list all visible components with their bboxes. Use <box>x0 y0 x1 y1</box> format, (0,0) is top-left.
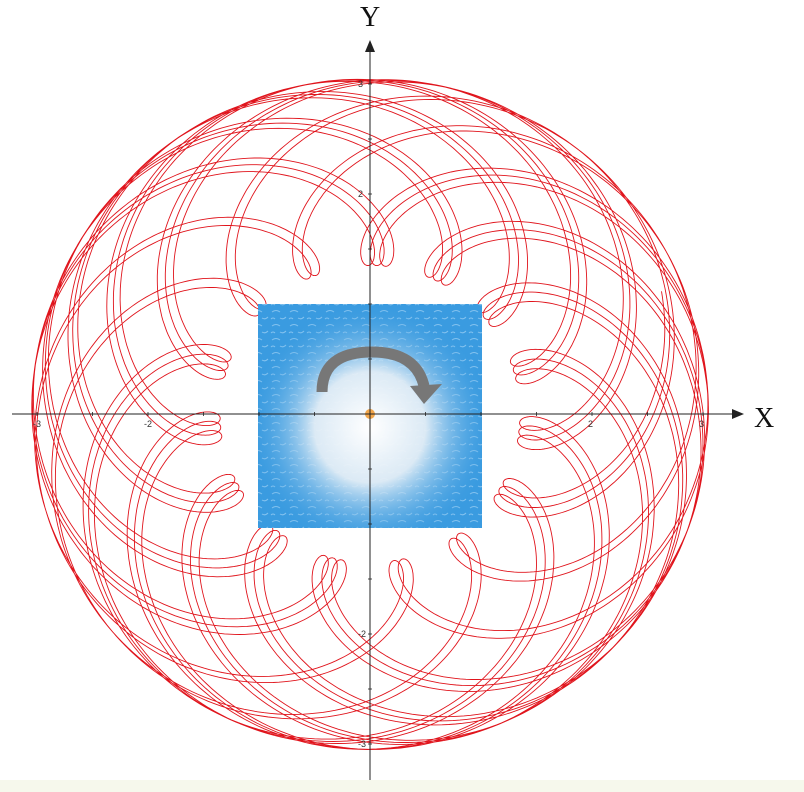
y-tick-label: 2 <box>358 189 363 199</box>
rotate-arrow-icon <box>316 346 442 404</box>
axis-ticks <box>36 83 704 745</box>
x-tick-label: -2 <box>144 419 152 429</box>
x-axis-arrowhead <box>732 409 744 419</box>
x-axis-title: X <box>754 403 774 434</box>
x-tick-label: 3 <box>699 419 704 429</box>
y-tick-label: -2 <box>358 629 366 639</box>
y-tick-label: -3 <box>358 739 366 749</box>
y-axis-arrowhead <box>365 40 375 52</box>
y-axis-title: Y <box>360 2 380 33</box>
axis-tick-labels: -3 -2 2 3 3 2 -2 -3 <box>33 79 704 749</box>
footer-strip <box>0 780 804 792</box>
x-axis <box>12 409 744 419</box>
y-tick-label: 3 <box>358 79 363 89</box>
trajectory-curve <box>31 78 709 750</box>
y-axis <box>365 40 375 780</box>
x-tick-label: 2 <box>588 419 593 429</box>
x-tick-label: -3 <box>33 419 41 429</box>
